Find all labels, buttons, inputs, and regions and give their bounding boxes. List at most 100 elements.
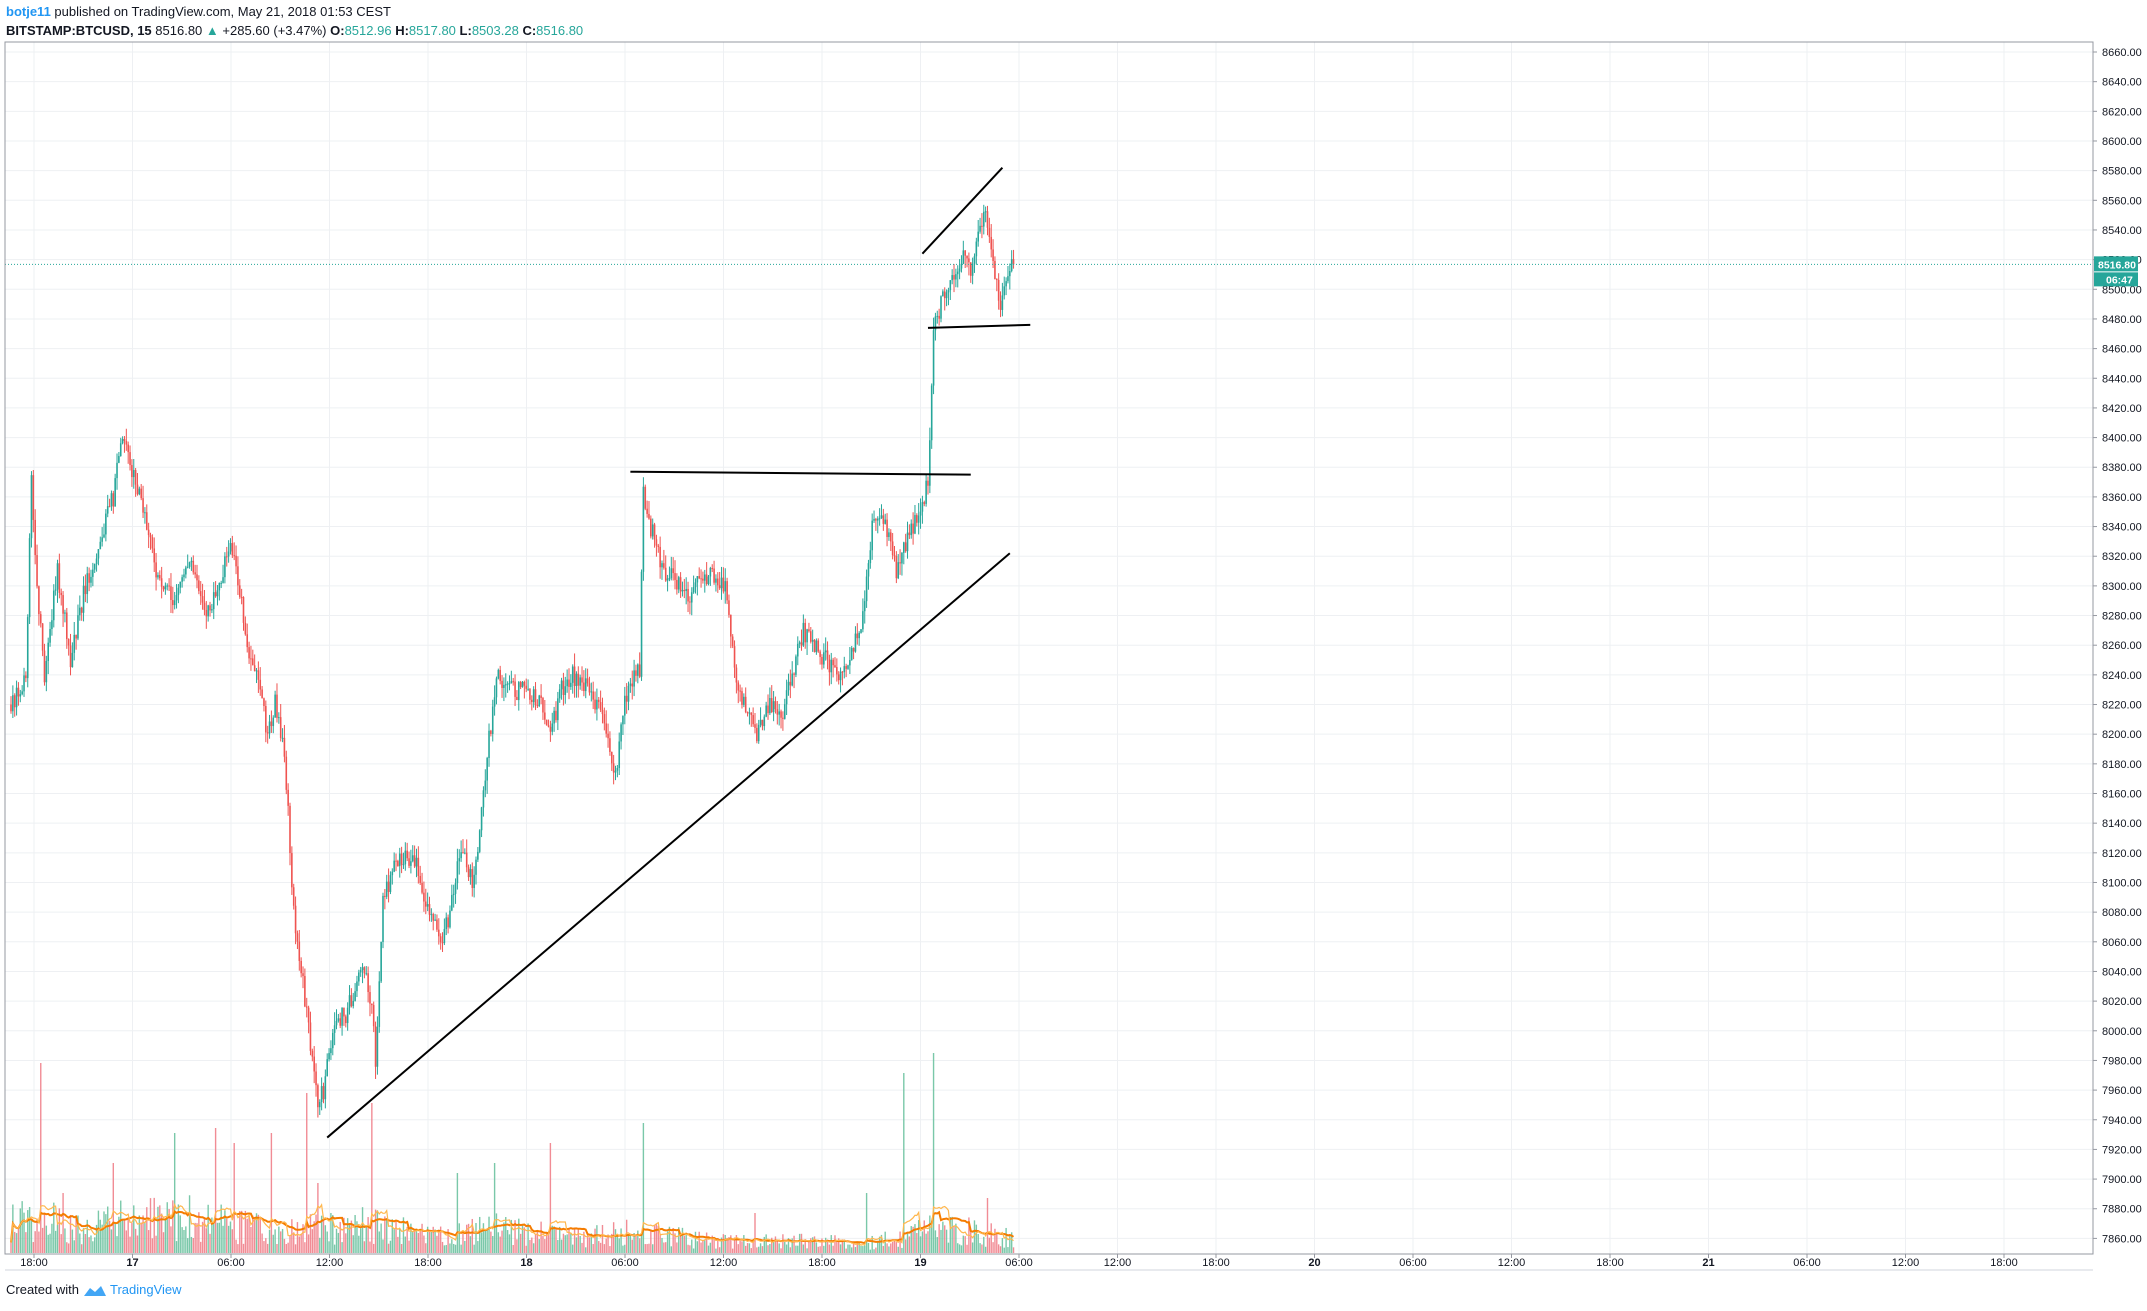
candle-body — [769, 698, 771, 714]
price-tick-label: 7900.00 — [2102, 1174, 2142, 1186]
volume-bar — [1009, 1235, 1011, 1253]
candle-body — [43, 650, 46, 683]
volume-bar — [337, 1232, 340, 1253]
volume-bar — [501, 1230, 503, 1253]
volume-bar — [255, 1213, 258, 1253]
price-tick-label: 7880.00 — [2102, 1204, 2142, 1216]
candle-body — [631, 683, 634, 687]
tradingview-logo-icon[interactable] — [83, 1284, 107, 1298]
author-link[interactable]: botje11 — [6, 4, 51, 19]
candle-body — [624, 695, 626, 716]
volume-bar — [27, 1210, 29, 1253]
candle-body — [397, 861, 399, 867]
price-tick-label: 8640.00 — [2102, 77, 2142, 89]
volume-bar — [240, 1210, 243, 1253]
candle-body — [519, 682, 522, 688]
volume-bar — [402, 1217, 405, 1253]
candle-body — [52, 590, 55, 621]
volume-bar — [785, 1244, 788, 1253]
candle-body — [912, 523, 914, 534]
candle-body — [1010, 259, 1013, 271]
volume-bar — [797, 1245, 799, 1253]
time-axis[interactable]: 18:00 17 06:00 12:00 18:00 18 06:00 12:00 18:00 1… — [20, 1254, 2018, 1269]
candle-body — [464, 852, 466, 854]
candle-body — [54, 589, 57, 591]
candle-body — [893, 555, 896, 557]
tradingview-brand[interactable]: TradingView — [110, 1282, 182, 1297]
candle-body — [956, 271, 959, 275]
candle-body — [36, 555, 38, 587]
volume-bar — [971, 1242, 974, 1253]
volume-bar — [263, 1241, 265, 1253]
volume-bar — [79, 1233, 81, 1253]
price-tick-label: 8220.00 — [2102, 700, 2142, 712]
candle-body — [322, 1086, 325, 1100]
volume-bar — [84, 1233, 87, 1253]
candle-body — [56, 563, 59, 590]
volume-bar — [419, 1230, 421, 1253]
candle-body — [199, 591, 202, 597]
volume-bar — [147, 1230, 150, 1253]
candle-body — [629, 683, 632, 686]
trendlines[interactable] — [5, 166, 2093, 1139]
candle-body — [929, 440, 931, 486]
volume-bar — [23, 1212, 25, 1253]
candle-body — [1012, 259, 1015, 265]
price-tick-label: 8560.00 — [2102, 195, 2142, 207]
volume-bar — [808, 1241, 810, 1253]
volume-bar — [373, 1243, 375, 1253]
volume-bar — [71, 1229, 74, 1253]
volume-bar — [510, 1219, 513, 1253]
candle-body — [612, 763, 615, 773]
candle-body — [452, 893, 455, 896]
volume-bar — [778, 1243, 780, 1253]
volume-bar — [486, 1230, 488, 1253]
price-axis[interactable]: 8660.00 8640.00 8620.00 8600.00 8580.00 8560.… — [2093, 47, 2142, 1245]
volume-bar — [397, 1236, 399, 1253]
volume-bar — [28, 1207, 31, 1253]
candle-body — [276, 694, 278, 718]
candle-body — [886, 519, 888, 537]
candle-body — [932, 330, 935, 386]
volume-bar — [436, 1235, 438, 1253]
candle-body — [525, 685, 528, 689]
volume-bar — [332, 1215, 334, 1253]
candle-body — [681, 589, 684, 592]
volume-bar — [441, 1241, 444, 1253]
volume-bar — [252, 1215, 254, 1253]
volume-bar — [447, 1229, 449, 1253]
candle-body — [977, 231, 979, 242]
candle-body — [925, 480, 927, 504]
last-price-badge: 8516.80 06:47 — [2094, 256, 2138, 287]
candle-body — [534, 689, 537, 706]
volume-bar — [609, 1246, 611, 1253]
volume-bar — [101, 1224, 103, 1253]
candle-body — [854, 633, 857, 652]
candle-body — [839, 671, 842, 681]
volume-bar — [244, 1210, 247, 1253]
volume-bar — [759, 1243, 762, 1253]
volume-bar — [49, 1233, 51, 1253]
volume-bar — [374, 1209, 377, 1253]
volume-bar — [908, 1236, 911, 1253]
volume-bar — [925, 1233, 927, 1253]
volume-bar — [213, 1222, 215, 1253]
volume-bar — [53, 1202, 55, 1253]
volume-bar — [67, 1243, 70, 1253]
volume-bar — [144, 1221, 146, 1253]
volume-bar — [709, 1242, 712, 1253]
candle-body — [856, 633, 859, 639]
symbol-label[interactable]: BITSTAMP:BTCUSD, 15 — [6, 23, 152, 38]
candle-body — [242, 597, 245, 623]
volume-bar — [160, 1213, 163, 1253]
candle-body — [467, 867, 470, 878]
candle-body — [23, 675, 25, 692]
volume-bar — [54, 1230, 57, 1253]
candle-body — [545, 719, 548, 726]
candle-body — [904, 542, 907, 552]
volume-bar — [382, 1239, 384, 1253]
volume-bar — [642, 1123, 645, 1253]
volume-bar — [369, 1241, 371, 1253]
volume-bar — [529, 1239, 531, 1253]
